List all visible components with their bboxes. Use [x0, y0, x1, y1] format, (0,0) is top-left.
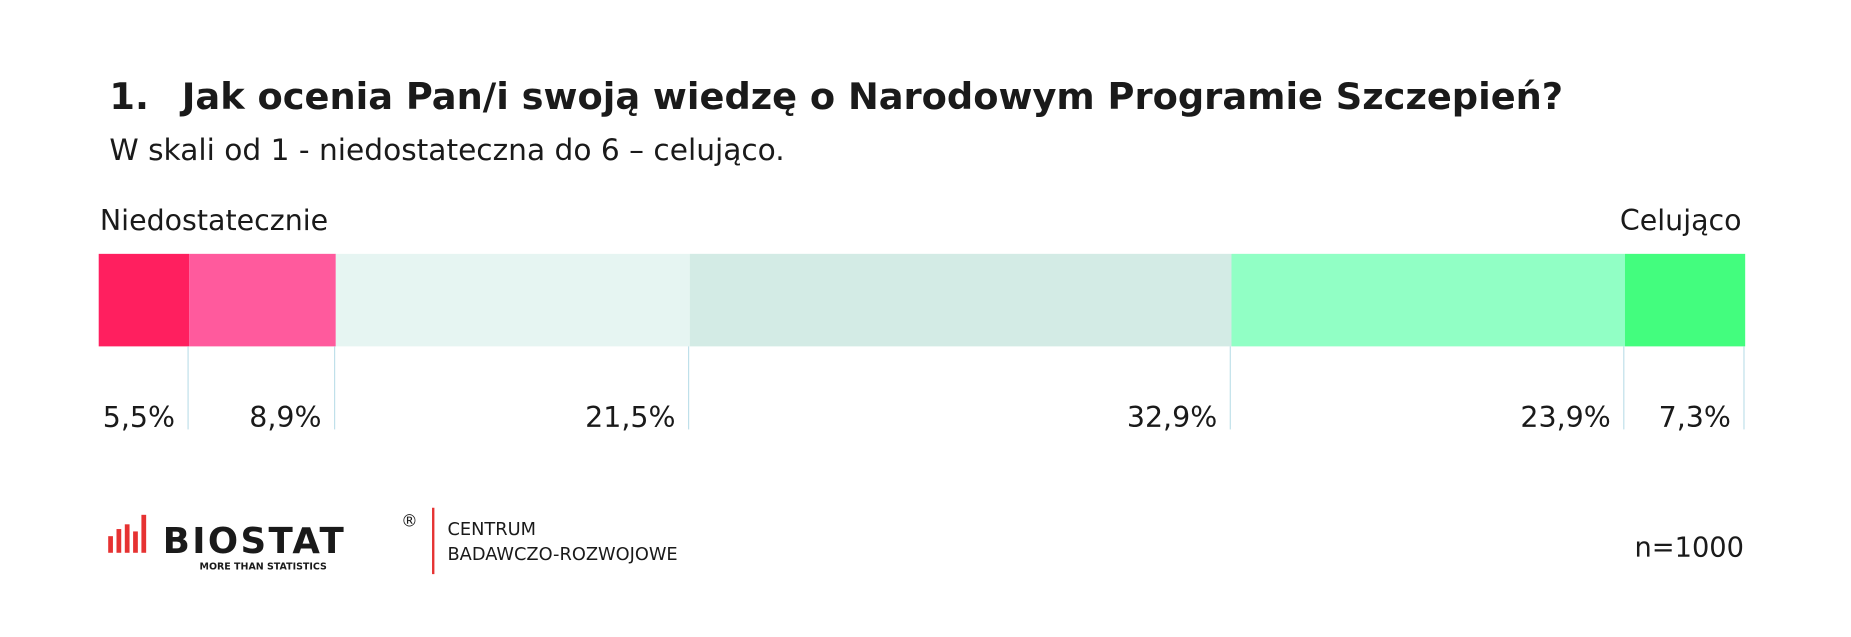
bar-segment [1624, 253, 1746, 347]
bar-segment [189, 253, 336, 347]
value-label: 7,3% [1659, 401, 1731, 434]
bar-segment [98, 253, 190, 347]
value-label: 5,5% [103, 401, 175, 434]
chart-subtitle: W skali od 1 - niedostateczna do 6 – cel… [109, 132, 784, 167]
division-line: CENTRUM [447, 519, 536, 540]
chart-title: Jak ocenia Pan/i swoją wiedzę o Narodowy… [179, 75, 1563, 118]
logo-icon [124, 524, 130, 553]
bar-group: 5,5% 8,9% 21,5% 32,9% 23,9% 7,3% [98, 253, 1746, 434]
brand: BIOSTAT [163, 521, 346, 562]
value-label: 23,9% [1520, 401, 1610, 434]
bar-segment [1231, 253, 1625, 347]
logo-icon [108, 536, 113, 553]
bar-segment [689, 253, 1232, 347]
logo: BIOSTAT ® MORE THAN STATISTICS [108, 512, 418, 572]
logo-icon [133, 531, 138, 553]
sample-size: n=1000 [1634, 532, 1744, 563]
left-end-label: Niedostatecznie [100, 204, 328, 237]
right-end-label: Celująco [1620, 204, 1742, 237]
registered-mark: ® [401, 512, 418, 531]
value-label: 32,9% [1127, 401, 1217, 434]
value-label: 8,9% [249, 401, 321, 434]
logo-icon [141, 514, 147, 553]
value-label: 21,5% [585, 401, 675, 434]
division-line: BADAWCZO-ROZWOJOWE [447, 544, 677, 565]
bar-segment [335, 253, 690, 347]
title-number: 1. [109, 75, 149, 118]
tagline: MORE THAN STATISTICS [200, 561, 328, 572]
logo-icon [116, 529, 122, 553]
